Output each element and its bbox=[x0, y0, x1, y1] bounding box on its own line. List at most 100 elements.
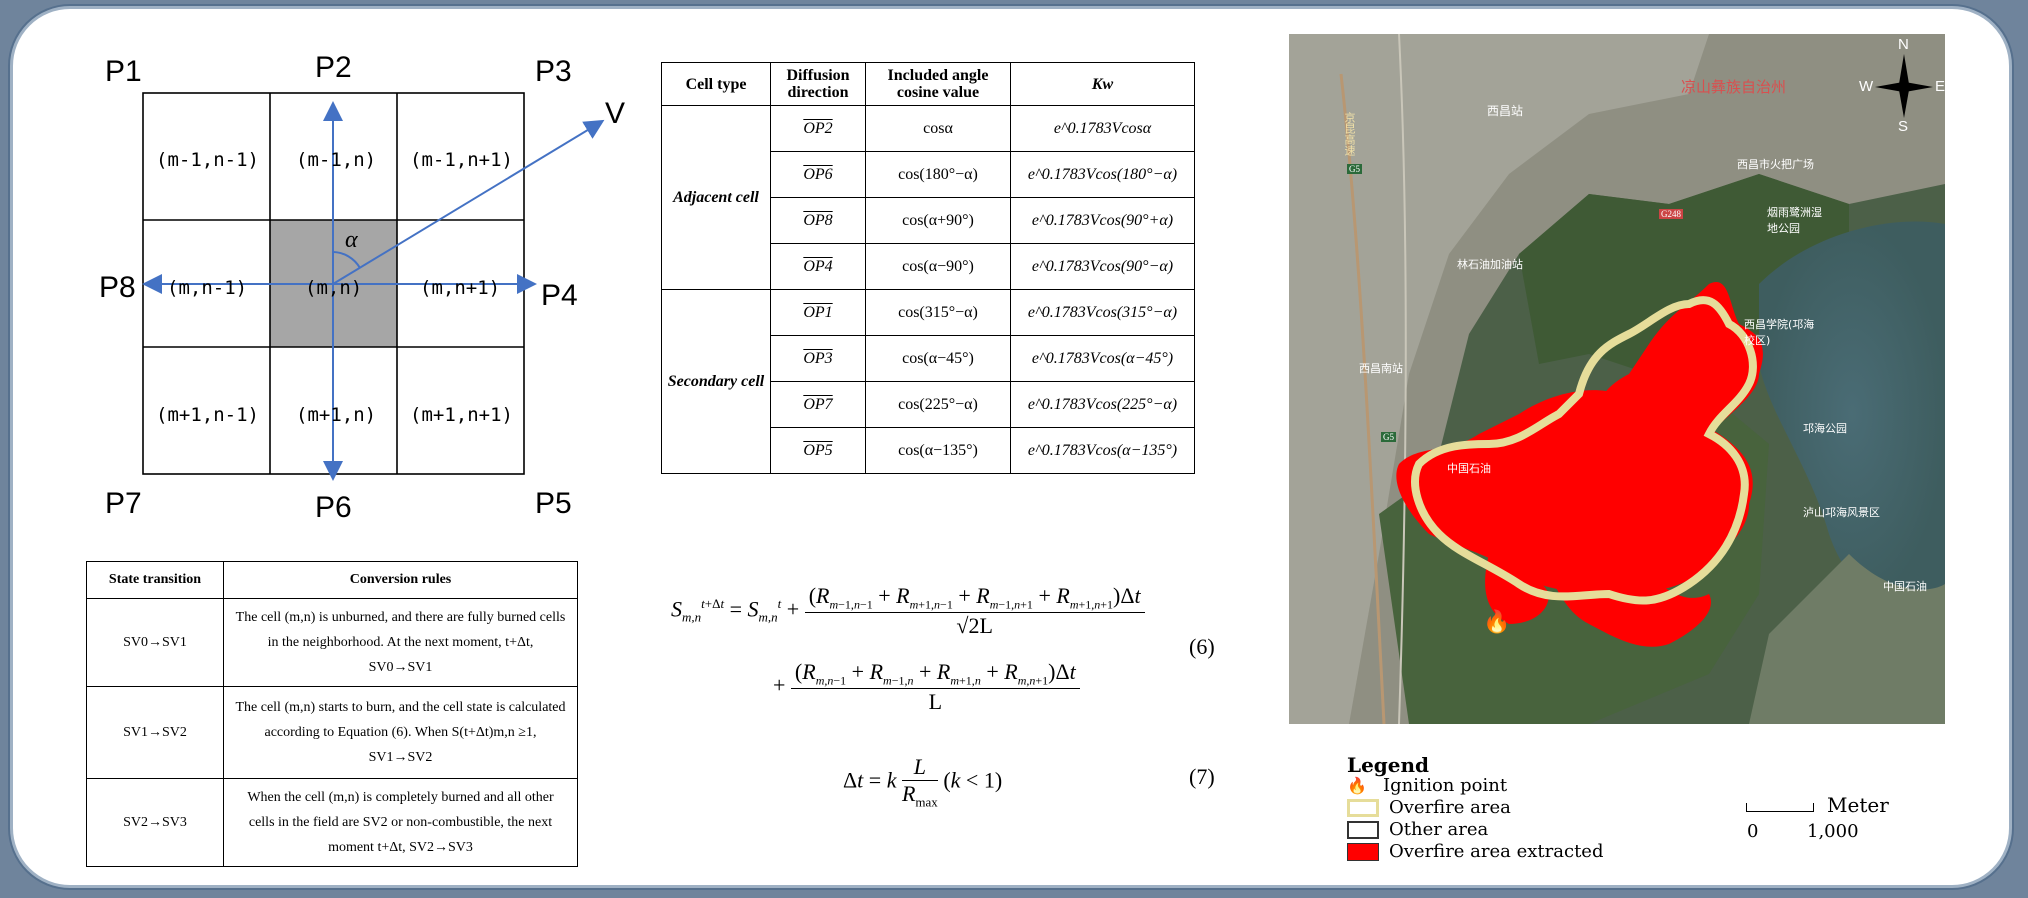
state-cell: SV0→SV1 bbox=[86, 598, 224, 687]
legend-item-ignition: 🔥 Ignition point bbox=[1347, 775, 1508, 796]
map-label: 凉山彝族自治州 bbox=[1681, 78, 1787, 96]
map-label: 西昌站 bbox=[1487, 104, 1524, 118]
rule-cell: The cell (m,n) starts to burn, and the c… bbox=[223, 686, 578, 779]
table-cell: e^0.1783Vcos(225°−α) bbox=[1010, 381, 1195, 428]
cell-label: (m,n-1) bbox=[167, 277, 248, 299]
header-state: State transition bbox=[86, 561, 224, 599]
map-label: 西昌学院(邛海校区) bbox=[1744, 318, 1815, 347]
equation-6-line-1: Sm,nt+Δt = Sm,nt + (Rm−1,n−1 + Rm+1,n−1 … bbox=[671, 583, 1145, 639]
table-cell: cos(315°−α) bbox=[865, 289, 1011, 336]
header-diffusion: Diffusion direction bbox=[770, 62, 866, 106]
overfire-boundary bbox=[1411, 296, 1757, 605]
wind-vector bbox=[332, 119, 605, 285]
compass-n: N bbox=[1898, 36, 1909, 53]
table-cell: OP5 bbox=[770, 427, 866, 474]
cell-label: (m,n+1) bbox=[420, 277, 501, 299]
road-label: G248 bbox=[1659, 209, 1683, 219]
other-swatch bbox=[1347, 821, 1379, 839]
cell-label: (m+1,n) bbox=[296, 404, 377, 426]
map-label: 中国石油 bbox=[1447, 462, 1491, 475]
road-label: 京昆高速 bbox=[1343, 112, 1356, 156]
scale-zero: 0 bbox=[1747, 821, 1759, 842]
table-cell: e^0.1783Vcos(90°−α) bbox=[1010, 243, 1195, 290]
eq6-denominator-1: √2L bbox=[956, 613, 993, 639]
point-p5: P5 bbox=[535, 487, 572, 520]
table-cell: OP3 bbox=[770, 335, 866, 382]
table-cell: OP1 bbox=[770, 289, 866, 336]
point-p6: P6 bbox=[315, 491, 352, 524]
cell-label: (m,n) bbox=[305, 277, 363, 299]
table-cell: cos(180°−α) bbox=[865, 151, 1011, 198]
scale-bar bbox=[1746, 803, 1814, 812]
satellite-map: 🔥 西昌站 凉山彝族自治州 西昌市火把广场 烟雨鹭洲湿地公园 林石油加油站 西昌… bbox=[1289, 34, 1945, 724]
point-p1: P1 bbox=[105, 55, 142, 88]
table-cell: cos(α−45°) bbox=[865, 335, 1011, 382]
compass-rose-icon: N S W E bbox=[1859, 36, 1945, 135]
cell-grid-diagram bbox=[142, 92, 605, 481]
cell-label: (m-1,n+1) bbox=[410, 149, 513, 171]
state-cell: SV1→SV2 bbox=[86, 686, 224, 779]
map-label: 泸山邛海风景区 bbox=[1803, 506, 1880, 519]
table-cell: OP6 bbox=[770, 151, 866, 198]
legend-item-extracted: Overfire area extracted bbox=[1347, 841, 1603, 862]
wind-label: V bbox=[605, 97, 626, 130]
legend-item-other: Other area bbox=[1347, 819, 1488, 840]
map-label: 西昌南站 bbox=[1359, 362, 1403, 375]
table-cell: e^0.1783Vcos(α−45°) bbox=[1010, 335, 1195, 382]
table-cell: e^0.1783Vcos(180°−α) bbox=[1010, 151, 1195, 198]
cell-label: (m+1,n-1) bbox=[156, 404, 259, 426]
table-cell: e^0.1783Vcosα bbox=[1010, 105, 1195, 152]
table-cell: e^0.1783Vcos(315°−α) bbox=[1010, 289, 1195, 336]
road-label: G5 bbox=[1381, 432, 1396, 442]
legend-item-overfire: Overfire area bbox=[1347, 797, 1511, 818]
table-cell: cos(α+90°) bbox=[865, 197, 1011, 244]
cell-label: (m-1,n) bbox=[296, 149, 377, 171]
map-label: 中国石油 bbox=[1883, 580, 1927, 593]
compass-s: S bbox=[1898, 118, 1909, 135]
group-secondary: Secondary cell bbox=[661, 289, 771, 474]
compass-e: E bbox=[1935, 78, 1945, 95]
legend-title: Legend bbox=[1347, 753, 1430, 777]
table-cell: OP7 bbox=[770, 381, 866, 428]
road-label: G5 bbox=[1347, 164, 1362, 174]
header-cell-type: Cell type bbox=[661, 62, 771, 106]
point-p3: P3 bbox=[535, 55, 572, 88]
table-cell: OP4 bbox=[770, 243, 866, 290]
compass-w: W bbox=[1859, 78, 1874, 95]
table-cell: cos(α−90°) bbox=[865, 243, 1011, 290]
cell-label: (m+1,n+1) bbox=[410, 404, 513, 426]
point-p7: P7 bbox=[105, 487, 142, 520]
map-label: 西昌市火把广场 bbox=[1737, 158, 1814, 171]
figure-frame: P1 P2 P3 P4 P5 P6 P7 P8 V α (m-1,n-1) (m… bbox=[10, 6, 2012, 888]
table-cell: cosα bbox=[865, 105, 1011, 152]
table-cell: OP2 bbox=[770, 105, 866, 152]
state-cell: SV2→SV3 bbox=[86, 778, 224, 867]
map-label: 林石油加油站 bbox=[1457, 258, 1523, 271]
scale-unit: Meter bbox=[1827, 793, 1889, 817]
overfire-swatch bbox=[1347, 799, 1379, 817]
eq6-denominator-2: L bbox=[928, 689, 943, 715]
ignition-icon: 🔥 bbox=[1347, 776, 1367, 795]
rule-cell: The cell (m,n) is unburned, and there ar… bbox=[223, 598, 578, 687]
state-transition-table: State transition Conversion rules SV0→SV… bbox=[86, 561, 578, 867]
point-p8: P8 bbox=[99, 271, 136, 304]
table-cell: e^0.1783Vcos(α−135°) bbox=[1010, 427, 1195, 474]
rule-cell: When the cell (m,n) is completely burned… bbox=[223, 778, 578, 867]
header-rules: Conversion rules bbox=[223, 561, 578, 599]
header-cosine: Included angle cosine value bbox=[865, 62, 1011, 106]
extracted-swatch bbox=[1347, 843, 1379, 861]
map-label: 烟雨鹭洲湿地公园 bbox=[1767, 206, 1822, 235]
table-cell: e^0.1783Vcos(90°+α) bbox=[1010, 197, 1195, 244]
equation-6-number: (6) bbox=[1189, 634, 1215, 659]
alpha-label: α bbox=[345, 227, 358, 253]
header-kw: Kw bbox=[1010, 62, 1195, 106]
alpha-arc bbox=[332, 251, 361, 269]
point-p2: P2 bbox=[315, 51, 352, 84]
equation-7: Δt = k L Rmax (k < 1) bbox=[843, 754, 1003, 810]
table-cell: cos(α−135°) bbox=[865, 427, 1011, 474]
group-adjacent: Adjacent cell bbox=[661, 105, 771, 290]
equation-7-number: (7) bbox=[1189, 764, 1215, 789]
table-cell: cos(225°−α) bbox=[865, 381, 1011, 428]
map-label: 邛海公园 bbox=[1803, 422, 1847, 435]
point-p4: P4 bbox=[541, 279, 578, 312]
